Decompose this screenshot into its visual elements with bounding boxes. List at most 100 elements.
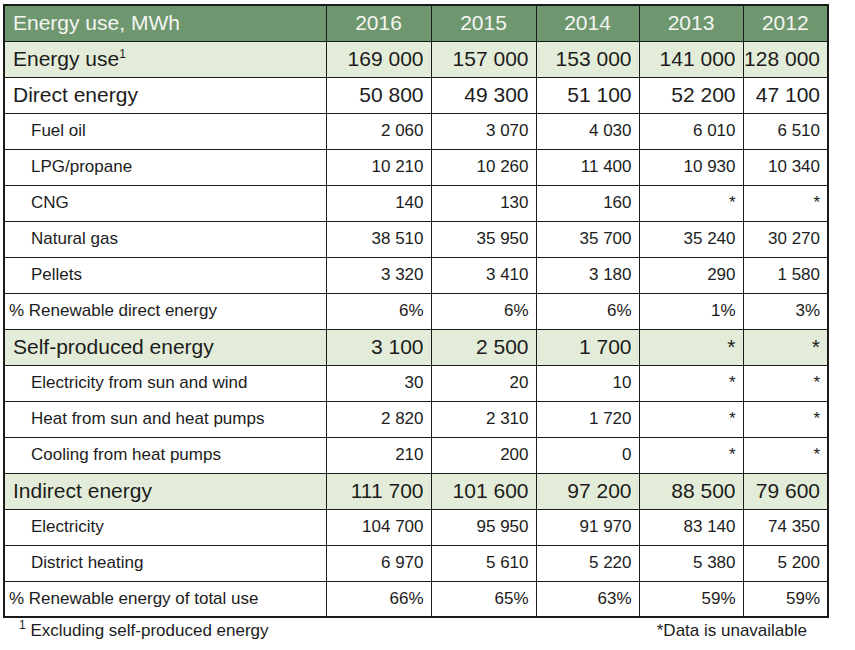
year-header-2014: 2014 — [536, 5, 639, 41]
cell: 10 — [536, 365, 639, 401]
row-label: Energy use1 — [4, 41, 326, 77]
cell: 11 400 — [536, 149, 639, 185]
cell: 95 950 — [431, 509, 536, 545]
cell: 50 800 — [326, 77, 431, 113]
cell: 79 600 — [743, 473, 828, 509]
energy-report-page: Energy use, MWh 2016 2015 2014 2013 2012… — [0, 0, 855, 641]
cell: 140 — [326, 185, 431, 221]
row-label: CNG — [4, 185, 326, 221]
cell: 2 820 — [326, 401, 431, 437]
cell: 88 500 — [639, 473, 743, 509]
cell: 6 510 — [743, 113, 828, 149]
cell: 2 500 — [431, 329, 536, 365]
cell: * — [639, 185, 743, 221]
cell: 63% — [536, 581, 639, 617]
footnote-text: Excluding self-produced energy — [30, 621, 268, 640]
cell: 10 340 — [743, 149, 828, 185]
cell: 169 000 — [326, 41, 431, 77]
cell: 59% — [639, 581, 743, 617]
cell: * — [743, 401, 828, 437]
cell: * — [743, 437, 828, 473]
cell: 3 320 — [326, 257, 431, 293]
row-label-text: Energy use — [13, 47, 119, 70]
cell: 91 970 — [536, 509, 639, 545]
cell: 10 260 — [431, 149, 536, 185]
cell: 200 — [431, 437, 536, 473]
table-title: Energy use, MWh — [4, 5, 326, 41]
cell: 160 — [536, 185, 639, 221]
cell: 6% — [326, 293, 431, 329]
cell: 35 950 — [431, 221, 536, 257]
footnote-marker: 1 — [19, 618, 26, 632]
cell: 20 — [431, 365, 536, 401]
cell: 35 700 — [536, 221, 639, 257]
cell: * — [639, 437, 743, 473]
cell: 290 — [639, 257, 743, 293]
cell: 4 030 — [536, 113, 639, 149]
row-label: Fuel oil — [4, 113, 326, 149]
cell: 3 180 — [536, 257, 639, 293]
cell: 47 100 — [743, 77, 828, 113]
cell: 5 610 — [431, 545, 536, 581]
cell: 10 210 — [326, 149, 431, 185]
cell: 0 — [536, 437, 639, 473]
cell: 5 380 — [639, 545, 743, 581]
table-row-direct-energy: Direct energy 50 800 49 300 51 100 52 20… — [4, 77, 828, 113]
cell: 130 — [431, 185, 536, 221]
cell: * — [743, 365, 828, 401]
year-header-2016: 2016 — [326, 5, 431, 41]
cell: 38 510 — [326, 221, 431, 257]
year-header-2015: 2015 — [431, 5, 536, 41]
table-row-pct-renewable-direct: % Renewable direct energy 6% 6% 6% 1% 3% — [4, 293, 828, 329]
year-header-2012: 2012 — [743, 5, 828, 41]
table-row-pct-renewable-total: % Renewable energy of total use 66% 65% … — [4, 581, 828, 617]
table-row-energy-use: Energy use1 169 000 157 000 153 000 141 … — [4, 41, 828, 77]
cell: 65% — [431, 581, 536, 617]
cell: 2 060 — [326, 113, 431, 149]
cell: * — [639, 365, 743, 401]
cell: * — [639, 401, 743, 437]
cell: 59% — [743, 581, 828, 617]
row-label: Self-produced energy — [4, 329, 326, 365]
cell: 3 410 — [431, 257, 536, 293]
cell: * — [743, 329, 828, 365]
cell: 6 010 — [639, 113, 743, 149]
cell: 66% — [326, 581, 431, 617]
cell: 30 270 — [743, 221, 828, 257]
cell: 141 000 — [639, 41, 743, 77]
cell: 153 000 — [536, 41, 639, 77]
cell: 51 100 — [536, 77, 639, 113]
cell: 6% — [536, 293, 639, 329]
table-row-natural-gas: Natural gas 38 510 35 950 35 700 35 240 … — [4, 221, 828, 257]
row-label: % Renewable direct energy — [4, 293, 326, 329]
row-label: Heat from sun and heat pumps — [4, 401, 326, 437]
row-label: Indirect energy — [4, 473, 326, 509]
row-label: Natural gas — [4, 221, 326, 257]
cell: 74 350 — [743, 509, 828, 545]
cell: 49 300 — [431, 77, 536, 113]
cell: 10 930 — [639, 149, 743, 185]
cell: 128 000 — [743, 41, 828, 77]
footnote-data-unavailable: *Data is unavailable — [657, 621, 827, 641]
cell: 3% — [743, 293, 828, 329]
cell: 1 720 — [536, 401, 639, 437]
cell: 157 000 — [431, 41, 536, 77]
table-row-cooling-heat-pumps: Cooling from heat pumps 210 200 0 * * — [4, 437, 828, 473]
row-label: District heating — [4, 545, 326, 581]
cell: 111 700 — [326, 473, 431, 509]
cell: 1 580 — [743, 257, 828, 293]
table-row-electricity: Electricity 104 700 95 950 91 970 83 140… — [4, 509, 828, 545]
cell: * — [639, 329, 743, 365]
row-label: LPG/propane — [4, 149, 326, 185]
table-header-row: Energy use, MWh 2016 2015 2014 2013 2012 — [4, 5, 828, 41]
table-row-district-heating: District heating 6 970 5 610 5 220 5 380… — [4, 545, 828, 581]
row-label: Pellets — [4, 257, 326, 293]
row-label: Direct energy — [4, 77, 326, 113]
year-header-2013: 2013 — [639, 5, 743, 41]
table-row-fuel-oil: Fuel oil 2 060 3 070 4 030 6 010 6 510 — [4, 113, 828, 149]
table-row-cng: CNG 140 130 160 * * — [4, 185, 828, 221]
cell: 97 200 — [536, 473, 639, 509]
row-label: % Renewable energy of total use — [4, 581, 326, 617]
cell: 2 310 — [431, 401, 536, 437]
cell: 6% — [431, 293, 536, 329]
